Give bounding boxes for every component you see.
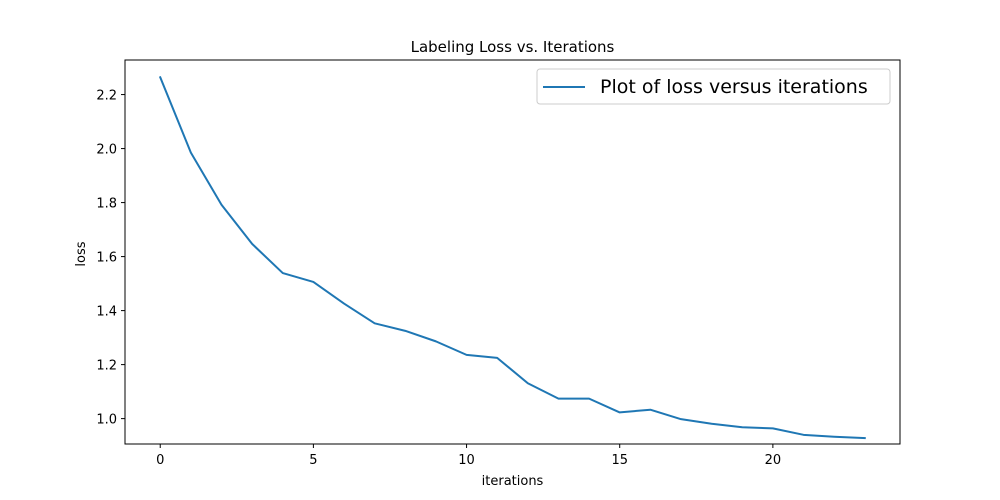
plot-area (158, 75, 866, 440)
legend-box (536, 68, 891, 105)
y-tick-label: 1.0 (96, 413, 117, 428)
x-tick-label: 20 (765, 453, 782, 468)
y-tick-label: 2.2 (96, 89, 117, 104)
x-tick-label: 5 (309, 453, 317, 468)
axes-frame (124, 59, 901, 445)
y-axis-label: loss (74, 241, 89, 266)
y-axis: 1.0 1.2 1.4 1.6 1.8 2.0 2.2 (96, 89, 125, 428)
x-tick-label: 0 (156, 453, 164, 468)
y-tick-label: 2.0 (96, 143, 117, 158)
legend-series-label: Plot of loss versus iterations (600, 76, 868, 98)
y-tick-label: 1.4 (96, 305, 117, 320)
chart-title: Labeling Loss vs. Iterations (411, 38, 615, 56)
x-axis: 0 5 10 15 20 (156, 444, 781, 468)
x-tick-label: 10 (458, 453, 475, 468)
y-tick-label: 1.6 (96, 251, 117, 266)
legend: Plot of loss versus iterations (536, 68, 891, 105)
x-axis-label: iterations (482, 474, 544, 489)
y-tick-label: 1.2 (96, 359, 117, 374)
x-tick-label: 15 (611, 453, 628, 468)
series-line-0 (158, 75, 866, 440)
y-tick-label: 1.8 (96, 197, 117, 212)
